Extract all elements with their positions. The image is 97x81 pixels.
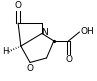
Text: OH: OH <box>80 27 94 36</box>
Text: H: H <box>2 47 8 56</box>
Text: N: N <box>41 28 48 37</box>
Text: O: O <box>26 64 34 73</box>
Text: O: O <box>65 55 72 64</box>
Text: O: O <box>15 1 22 10</box>
